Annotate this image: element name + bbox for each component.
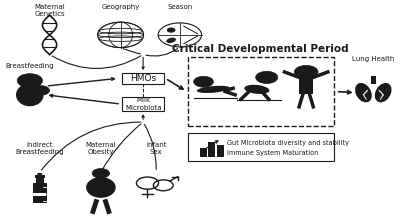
Text: Gut Microbiota diversity and stability: Gut Microbiota diversity and stability (227, 140, 349, 146)
Ellipse shape (16, 83, 44, 106)
Ellipse shape (244, 85, 269, 94)
Circle shape (32, 86, 50, 95)
Circle shape (256, 71, 278, 83)
FancyBboxPatch shape (122, 73, 164, 84)
Bar (217, 145, 224, 157)
Bar (200, 148, 207, 157)
Ellipse shape (98, 22, 144, 48)
Ellipse shape (197, 86, 230, 93)
FancyBboxPatch shape (188, 133, 334, 161)
Circle shape (158, 23, 202, 47)
Circle shape (92, 169, 110, 178)
Ellipse shape (355, 83, 372, 102)
Ellipse shape (375, 83, 392, 102)
FancyBboxPatch shape (122, 97, 164, 111)
Bar (34, 175, 45, 178)
Text: HMOs: HMOs (130, 74, 156, 83)
Text: Maternal
Genetics: Maternal Genetics (34, 4, 65, 17)
Bar (36, 178, 44, 183)
Bar (370, 76, 376, 84)
Bar (208, 142, 215, 157)
Circle shape (167, 28, 175, 32)
Circle shape (294, 65, 318, 78)
Circle shape (98, 22, 144, 48)
Circle shape (17, 74, 42, 88)
Bar (32, 183, 47, 203)
Text: Geography: Geography (102, 4, 140, 10)
Bar (299, 75, 313, 94)
Bar (33, 193, 46, 196)
Text: Breastfeeding: Breastfeeding (6, 63, 54, 70)
FancyBboxPatch shape (188, 57, 334, 126)
Text: Milk
Microbiota: Milk Microbiota (125, 97, 161, 111)
Text: Indirect
Breastfeeding: Indirect Breastfeeding (15, 142, 64, 155)
Text: Lung Health: Lung Health (352, 56, 394, 62)
Text: Immune System Maturation: Immune System Maturation (227, 150, 318, 156)
Circle shape (194, 76, 214, 87)
Ellipse shape (37, 173, 42, 175)
Ellipse shape (86, 177, 116, 198)
Text: Infant
Sex: Infant Sex (146, 142, 166, 155)
Text: Maternal
Obesity: Maternal Obesity (86, 142, 116, 155)
Text: Critical Developmental Period: Critical Developmental Period (172, 44, 349, 54)
Text: DNA: DNA (34, 28, 65, 41)
Ellipse shape (166, 38, 176, 43)
Text: Season: Season (167, 4, 192, 10)
